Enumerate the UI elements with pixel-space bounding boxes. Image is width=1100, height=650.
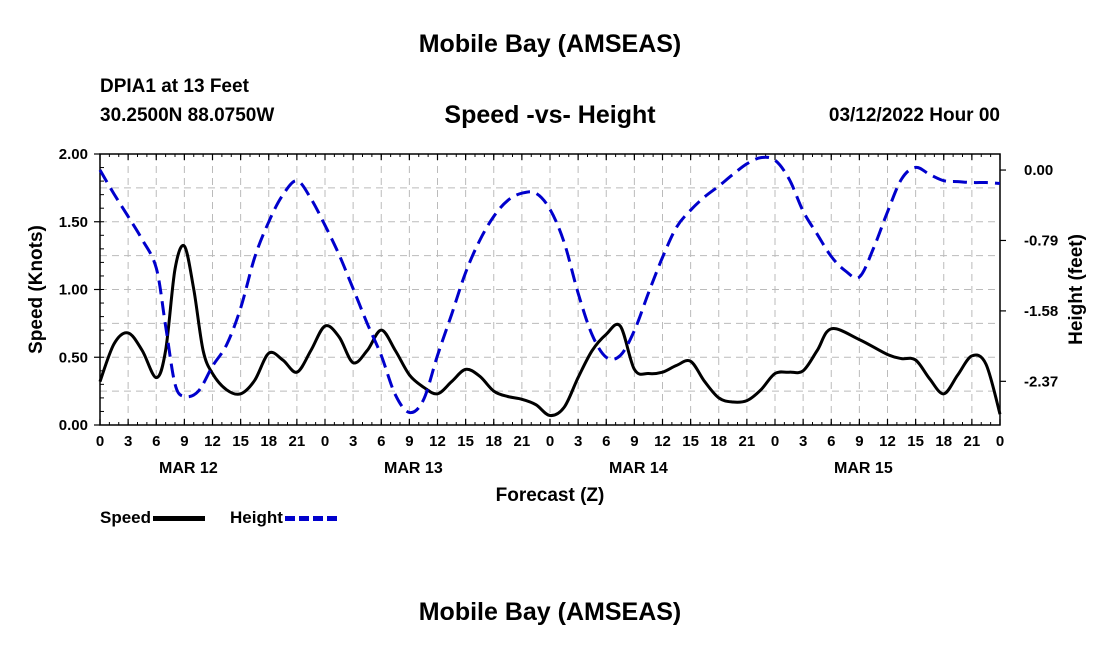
x-tick-label: 15: [457, 433, 474, 450]
x-tick-label: 9: [855, 433, 863, 450]
legend-height-label: Height: [230, 508, 283, 527]
legend-speed-label: Speed: [100, 508, 152, 527]
x-tick-label: 0: [771, 433, 779, 450]
y-right-tick-label: 0.00: [1024, 162, 1053, 179]
x-tick-label: 6: [827, 433, 835, 450]
day-label: MAR 12: [159, 460, 218, 477]
legend-speed: Speed: [100, 508, 206, 528]
x-tick-label: 3: [574, 433, 582, 450]
forecast-datetime: 03/12/2022 Hour 00: [828, 105, 1000, 126]
grid-lines: [100, 154, 1000, 425]
x-tick-label: 15: [907, 433, 924, 450]
x-tick-label: 12: [204, 433, 221, 450]
day-label: MAR 15: [834, 460, 893, 477]
y-right-tick-label: -2.37: [1024, 373, 1058, 390]
axis-tick-labels: 0 3 6 9 12 15 18 21 0 3 6 9 12 15 18 21 0 3 6 9 12 15 18 21 0 3 6 9…: [59, 146, 1058, 477]
axis-ticks: [94, 153, 1006, 426]
x-tick-label: 9: [630, 433, 638, 450]
x-tick-label: 3: [124, 433, 132, 450]
speed-series-line: [98, 243, 1002, 418]
legend-speed-swatch: [153, 516, 206, 522]
x-tick-label: 12: [429, 433, 446, 450]
y-right-tick-label: -1.58: [1024, 303, 1058, 320]
y-left-tick-label: 2.00: [59, 146, 88, 163]
x-tick-label: 12: [654, 433, 671, 450]
x-tick-label: 21: [739, 433, 756, 450]
x-axis-label: Forecast (Z): [496, 485, 605, 506]
x-tick-label: 21: [964, 433, 981, 450]
x-tick-label: 3: [799, 433, 807, 450]
x-tick-label: 15: [232, 433, 249, 450]
x-tick-label: 0: [96, 433, 104, 450]
station-label: DPIA1 at 13 Feet: [100, 76, 249, 97]
x-tick-label: 18: [260, 433, 277, 450]
x-tick-label: 21: [514, 433, 531, 450]
legend-height-swatch: [284, 516, 337, 522]
x-tick-label: 0: [546, 433, 554, 450]
chart-subtitle: Speed -vs- Height: [444, 101, 656, 129]
x-tick-label: 18: [935, 433, 952, 450]
station-coordinates: 30.2500N 88.0750W: [100, 105, 275, 126]
y-right-tick-label: -0.79: [1024, 232, 1058, 249]
x-tick-label: 12: [879, 433, 896, 450]
day-label: MAR 14: [609, 460, 668, 477]
x-tick-label: 21: [289, 433, 306, 450]
y-left-tick-label: 0.00: [59, 417, 88, 434]
speed-height-chart: 0 3 6 9 12 15 18 21 0 3 6 9 12 15 18 21 0 3 6 9 12 15 18 21 0 3 6 9…: [26, 146, 1087, 506]
y-left-tick-label: 0.50: [59, 349, 88, 366]
x-tick-label: 0: [321, 433, 329, 450]
x-tick-label: 9: [180, 433, 188, 450]
x-tick-label: 15: [682, 433, 699, 450]
chart-main-title-repeat: Mobile Bay (AMSEAS): [418, 598, 682, 626]
y-left-tick-label: 1.00: [59, 282, 88, 299]
x-tick-label: 6: [152, 433, 160, 450]
x-tick-label: 18: [710, 433, 727, 450]
y-left-tick-label: 1.50: [59, 214, 88, 231]
x-tick-label: 9: [405, 433, 413, 450]
series-lines: [98, 155, 1002, 418]
height-series-line: [98, 155, 1001, 415]
x-tick-label: 0: [996, 433, 1004, 450]
y-axis-right-label: Height (feet): [1066, 234, 1087, 345]
chart-main-title: Mobile Bay (AMSEAS): [418, 30, 682, 58]
x-tick-label: 6: [602, 433, 610, 450]
x-tick-label: 3: [349, 433, 357, 450]
x-tick-label: 6: [377, 433, 385, 450]
x-tick-label: 18: [485, 433, 502, 450]
day-label: MAR 13: [384, 460, 443, 477]
legend-height: Height: [230, 508, 337, 528]
y-axis-left-label: Speed (Knots): [26, 225, 47, 354]
